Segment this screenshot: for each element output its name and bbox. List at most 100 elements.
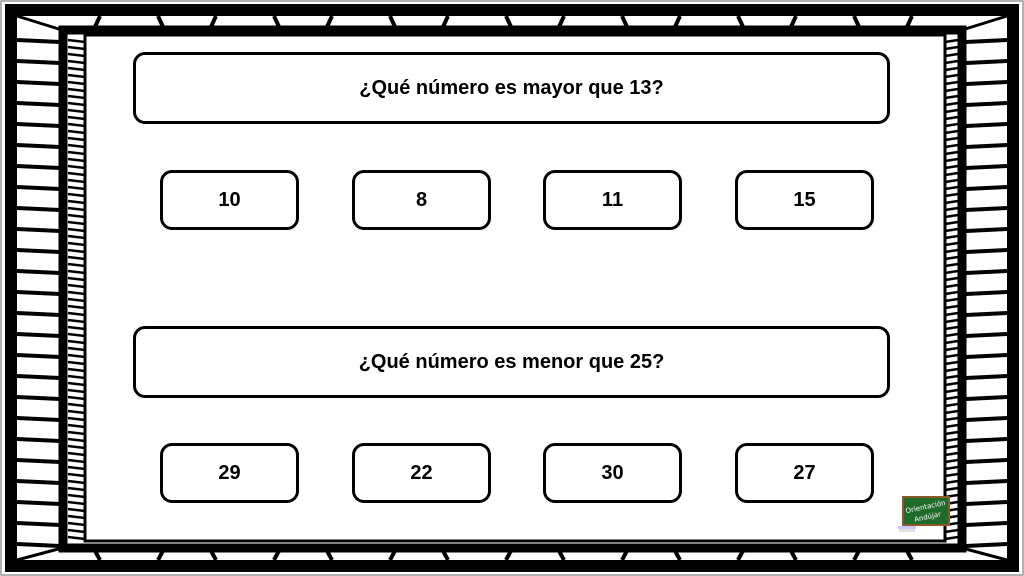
frame-stroke (67, 514, 86, 520)
frame-stroke (67, 472, 86, 478)
frame-stroke (944, 87, 959, 93)
frame-stroke (67, 248, 86, 254)
frame-stroke (965, 521, 1008, 527)
frame-stroke (965, 38, 1008, 44)
frame-stroke (944, 185, 959, 191)
frame-stroke (944, 535, 959, 541)
frame-stroke (67, 479, 86, 485)
frame-stroke (67, 255, 86, 261)
frame-stroke (67, 528, 86, 534)
frame-stroke (67, 241, 86, 247)
answer-option-q1-3[interactable]: 11 (543, 170, 682, 230)
answer-option-q2-1[interactable]: 29 (160, 443, 299, 503)
frame-stroke (67, 332, 86, 338)
frame-stroke (944, 115, 959, 121)
frame-stroke (67, 157, 86, 163)
frame-stroke (965, 185, 1008, 191)
frame-stroke (944, 59, 959, 65)
frame-stroke (67, 150, 86, 156)
frame-stroke (944, 423, 959, 429)
frame-stroke (67, 66, 86, 72)
frame-stroke (944, 150, 959, 156)
frame-stroke (67, 94, 86, 100)
frame-stroke (944, 409, 959, 415)
frame-stroke (16, 311, 61, 317)
frame-stroke (67, 430, 86, 436)
frame-stroke (67, 290, 86, 296)
frame-stroke (16, 458, 61, 464)
frame-stroke (944, 171, 959, 177)
frame-stroke (67, 416, 86, 422)
frame-stroke (944, 276, 959, 282)
frame-stroke (965, 143, 1008, 149)
frame-stroke (944, 45, 959, 51)
frame-stroke (67, 423, 86, 429)
frame-stroke (16, 269, 61, 275)
frame-stroke (67, 346, 86, 352)
frame-stroke (944, 241, 959, 247)
frame-stroke (944, 458, 959, 464)
frame-stroke (67, 437, 86, 443)
frame-stroke (16, 332, 61, 338)
frame-stroke (16, 164, 61, 170)
frame-stroke (965, 500, 1008, 506)
answer-option-q1-2[interactable]: 8 (352, 170, 491, 230)
frame-stroke (67, 59, 86, 65)
frame-stroke (944, 136, 959, 142)
frame-stroke (944, 101, 959, 107)
frame-stroke (965, 374, 1008, 380)
frame-stroke (67, 38, 86, 44)
frame-stroke (944, 129, 959, 135)
frame-stroke (944, 367, 959, 373)
frame-stroke (16, 521, 61, 527)
frame-stroke (944, 353, 959, 359)
frame-stroke (944, 108, 959, 114)
frame-stroke (944, 430, 959, 436)
frame-stroke (67, 360, 86, 366)
answer-option-q2-3[interactable]: 30 (543, 443, 682, 503)
frame-stroke (67, 164, 86, 170)
frame-stroke (944, 486, 959, 492)
frame-stroke (944, 234, 959, 240)
orientacion-andujar-logo: Orientación Andújar (898, 496, 950, 532)
frame-stroke (944, 444, 959, 450)
frame-stroke (944, 164, 959, 170)
frame-stroke (67, 206, 86, 212)
frame-stroke (944, 311, 959, 317)
frame-stroke (944, 402, 959, 408)
frame-stroke (965, 353, 1008, 359)
frame-stroke (16, 500, 61, 506)
frame-stroke (944, 290, 959, 296)
frame-stroke (67, 269, 86, 275)
frame-stroke (67, 213, 86, 219)
answer-option-q2-4[interactable]: 27 (735, 443, 874, 503)
frame-stroke (67, 367, 86, 373)
frame-stroke (67, 374, 86, 380)
frame-stroke (965, 437, 1008, 443)
frame-stroke (944, 395, 959, 401)
frame-stroke (944, 304, 959, 310)
frame-stroke (965, 164, 1008, 170)
frame-stroke (67, 234, 86, 240)
frame-stroke (944, 381, 959, 387)
frame-stroke (944, 472, 959, 478)
frame-stroke (944, 73, 959, 79)
frame-stroke (67, 465, 86, 471)
answer-option-q2-2[interactable]: 22 (352, 443, 491, 503)
frame-stroke (965, 101, 1008, 107)
frame-stroke (67, 297, 86, 303)
frame-stroke (944, 206, 959, 212)
frame-stroke (67, 339, 86, 345)
answer-option-q1-1[interactable]: 10 (160, 170, 299, 230)
answer-option-q1-4[interactable]: 15 (735, 170, 874, 230)
frame-stroke (67, 220, 86, 226)
frame-stroke (67, 318, 86, 324)
frame-stroke (16, 143, 61, 149)
frame-stroke (16, 101, 61, 107)
frame-stroke (944, 451, 959, 457)
frame-stroke (67, 101, 86, 107)
frame-stroke (965, 80, 1008, 86)
frame-stroke (67, 395, 86, 401)
frame-stroke (944, 332, 959, 338)
frame-stroke (67, 444, 86, 450)
